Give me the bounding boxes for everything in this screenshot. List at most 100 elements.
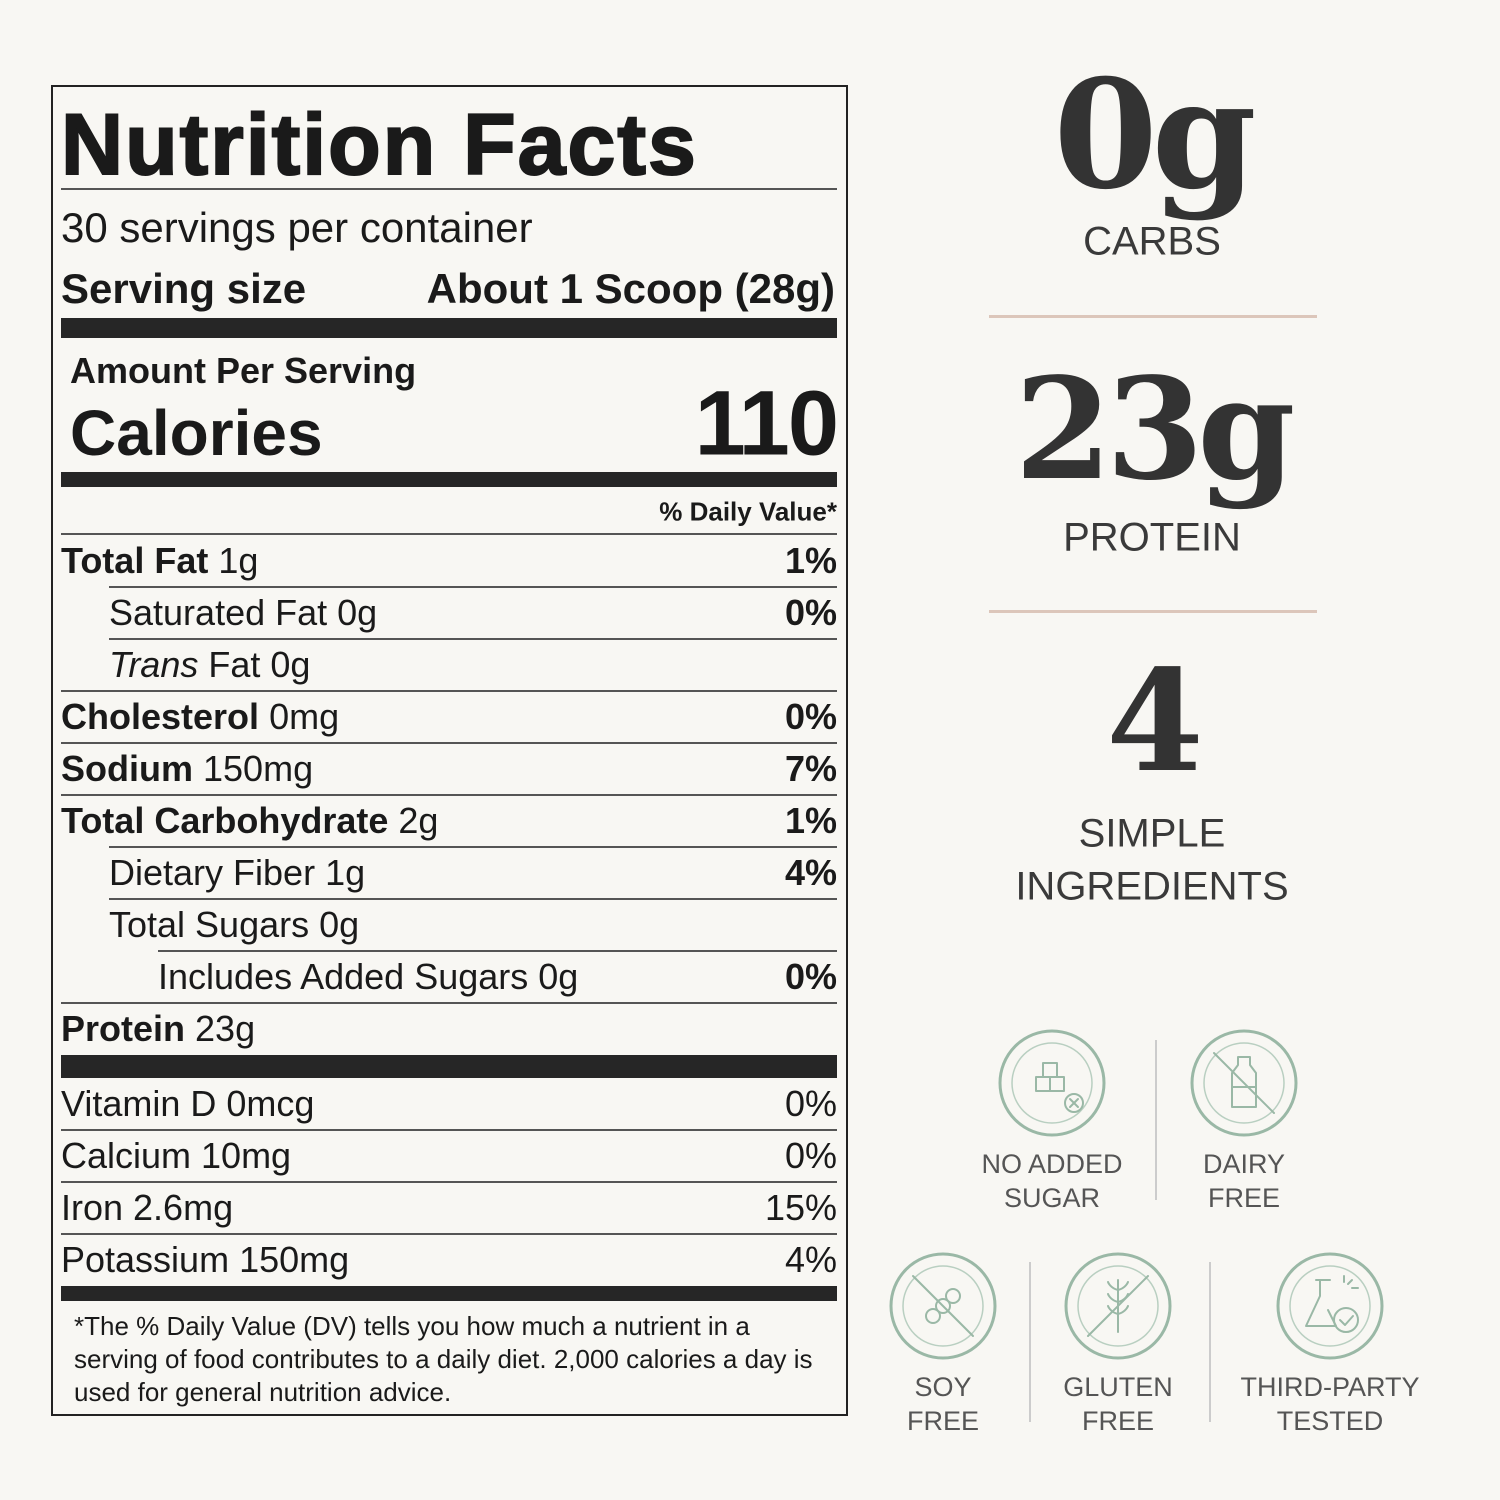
highlight-label: CARBS (1083, 219, 1221, 264)
rule (109, 898, 837, 900)
nutrient-amount: 0g (538, 956, 579, 997)
rule (61, 1233, 837, 1235)
badge-icon (1190, 1029, 1298, 1137)
separator (1155, 1040, 1157, 1200)
highlight-value: 23g (1014, 348, 1296, 512)
rule (61, 1129, 837, 1131)
nutrient-name: Cholesterol (61, 696, 260, 737)
nutrient-name: Saturated Fat (109, 592, 328, 633)
separator (1209, 1262, 1211, 1422)
badge-label: FREE (1207, 1183, 1280, 1213)
badge-label: NO ADDED (981, 1149, 1123, 1179)
nutrient-name: Total Sugars (109, 904, 310, 945)
rule (61, 1002, 837, 1004)
daily-value: 0% (784, 696, 837, 737)
vitamin-dv: 0% (784, 1083, 837, 1124)
nutrient-amount: 0mg (269, 696, 340, 737)
row: Protein 23g (61, 1008, 255, 1050)
rule (61, 1181, 837, 1183)
highlight-value: 4 (1106, 640, 1203, 804)
row: Includes Added Sugars 0g (158, 956, 578, 998)
nutrient-name-italic: Trans (109, 644, 199, 685)
rule (61, 690, 837, 692)
serving-size: About 1 Scoop (28g) (426, 265, 835, 312)
row: Total Fat 1g (61, 540, 258, 582)
thick-bar (61, 318, 837, 338)
vitamin-name: Vitamin D 0mcg (61, 1083, 315, 1124)
daily-value: 0% (784, 592, 837, 633)
calories-value: 110 (694, 372, 839, 475)
vitamin-name: Potassium 150mg (61, 1239, 350, 1280)
highlight-label: PROTEIN (1063, 515, 1241, 560)
badge-icon (1064, 1252, 1172, 1360)
nutrition-label (51, 85, 848, 1416)
highlight-label: INGREDIENTS (1015, 864, 1289, 909)
vitamin-name: Calcium 10mg (61, 1135, 292, 1176)
thick-bar (61, 472, 837, 487)
serving-size-label: Serving size (61, 265, 307, 312)
row: Trans Fat 0g (109, 644, 310, 686)
badge-label: FREE (1081, 1406, 1154, 1436)
vitamin-dv: 4% (784, 1239, 837, 1280)
label-title: Nutrition Facts (60, 96, 698, 194)
badge-label: TESTED (1276, 1406, 1384, 1436)
footnote: *The % Daily Value (DV) tells you how mu… (74, 1311, 813, 1407)
row: Total Sugars 0g (109, 904, 359, 946)
servings: 30 servings per container (61, 204, 533, 251)
nutrient-amount: 2g (398, 800, 439, 841)
row: Cholesterol 0mg (61, 696, 339, 738)
badge-label: SUGAR (1003, 1183, 1101, 1213)
badge-label: GLUTEN (1063, 1372, 1173, 1402)
nutrient-name: Includes Added Sugars (158, 956, 529, 997)
row: Saturated Fat 0g (109, 592, 377, 634)
daily-value: 7% (784, 748, 837, 789)
rule (109, 846, 837, 848)
badge-icon (889, 1252, 997, 1360)
rule (109, 638, 837, 640)
badge-icon (1276, 1252, 1384, 1360)
divider (989, 315, 1317, 318)
vitamin-dv: 0% (784, 1135, 837, 1176)
badge-label: SOY (914, 1372, 972, 1402)
nutrient-amount: 0g (319, 904, 360, 945)
thick-bar (61, 1055, 837, 1078)
nutrient-name: Dietary Fiber (109, 852, 316, 893)
highlight-value: 0g (1053, 47, 1256, 223)
amount-per-serving: Amount Per Serving (70, 350, 417, 391)
nutrient-amount: 0g (337, 592, 378, 633)
nutrient-amount: 1g (325, 852, 366, 893)
rule (158, 950, 837, 952)
daily-value-header: % Daily Value* (659, 496, 837, 527)
row: Dietary Fiber 1g (109, 852, 365, 894)
badge-icon (998, 1029, 1106, 1137)
daily-value: 1% (784, 540, 837, 581)
nutrient-amount: 0g (270, 644, 311, 685)
nutrient-amount: 23g (195, 1008, 256, 1049)
nutrient-amount: 1g (218, 540, 259, 581)
nutrient-name: Total Fat (61, 540, 209, 581)
daily-value: 0% (784, 956, 837, 997)
nutrient-name: Fat (208, 644, 261, 685)
badge-label: THIRD-PARTY (1240, 1372, 1420, 1402)
divider (989, 610, 1317, 613)
rule (61, 794, 837, 796)
rule (61, 533, 837, 535)
vitamin-dv: 15% (764, 1187, 837, 1228)
nutrient-name: Sodium (61, 748, 193, 789)
daily-value: 1% (784, 800, 837, 841)
nutrient-name: Total Carbohydrate (61, 800, 389, 841)
rule (61, 188, 837, 190)
rule (109, 586, 837, 588)
badge-label: DAIRY (1202, 1149, 1286, 1179)
daily-value: 4% (784, 852, 837, 893)
nutrient-name: Protein (61, 1008, 186, 1049)
row: Sodium 150mg (61, 748, 313, 790)
row: Total Carbohydrate 2g (61, 800, 438, 842)
separator (1029, 1262, 1031, 1422)
calories-label: Calories (70, 397, 323, 469)
rule (61, 742, 837, 744)
thick-bar (61, 1286, 837, 1301)
highlight-label: SIMPLE (1078, 811, 1226, 856)
badge-label: FREE (906, 1406, 979, 1436)
nutrient-amount: 150mg (203, 748, 314, 789)
